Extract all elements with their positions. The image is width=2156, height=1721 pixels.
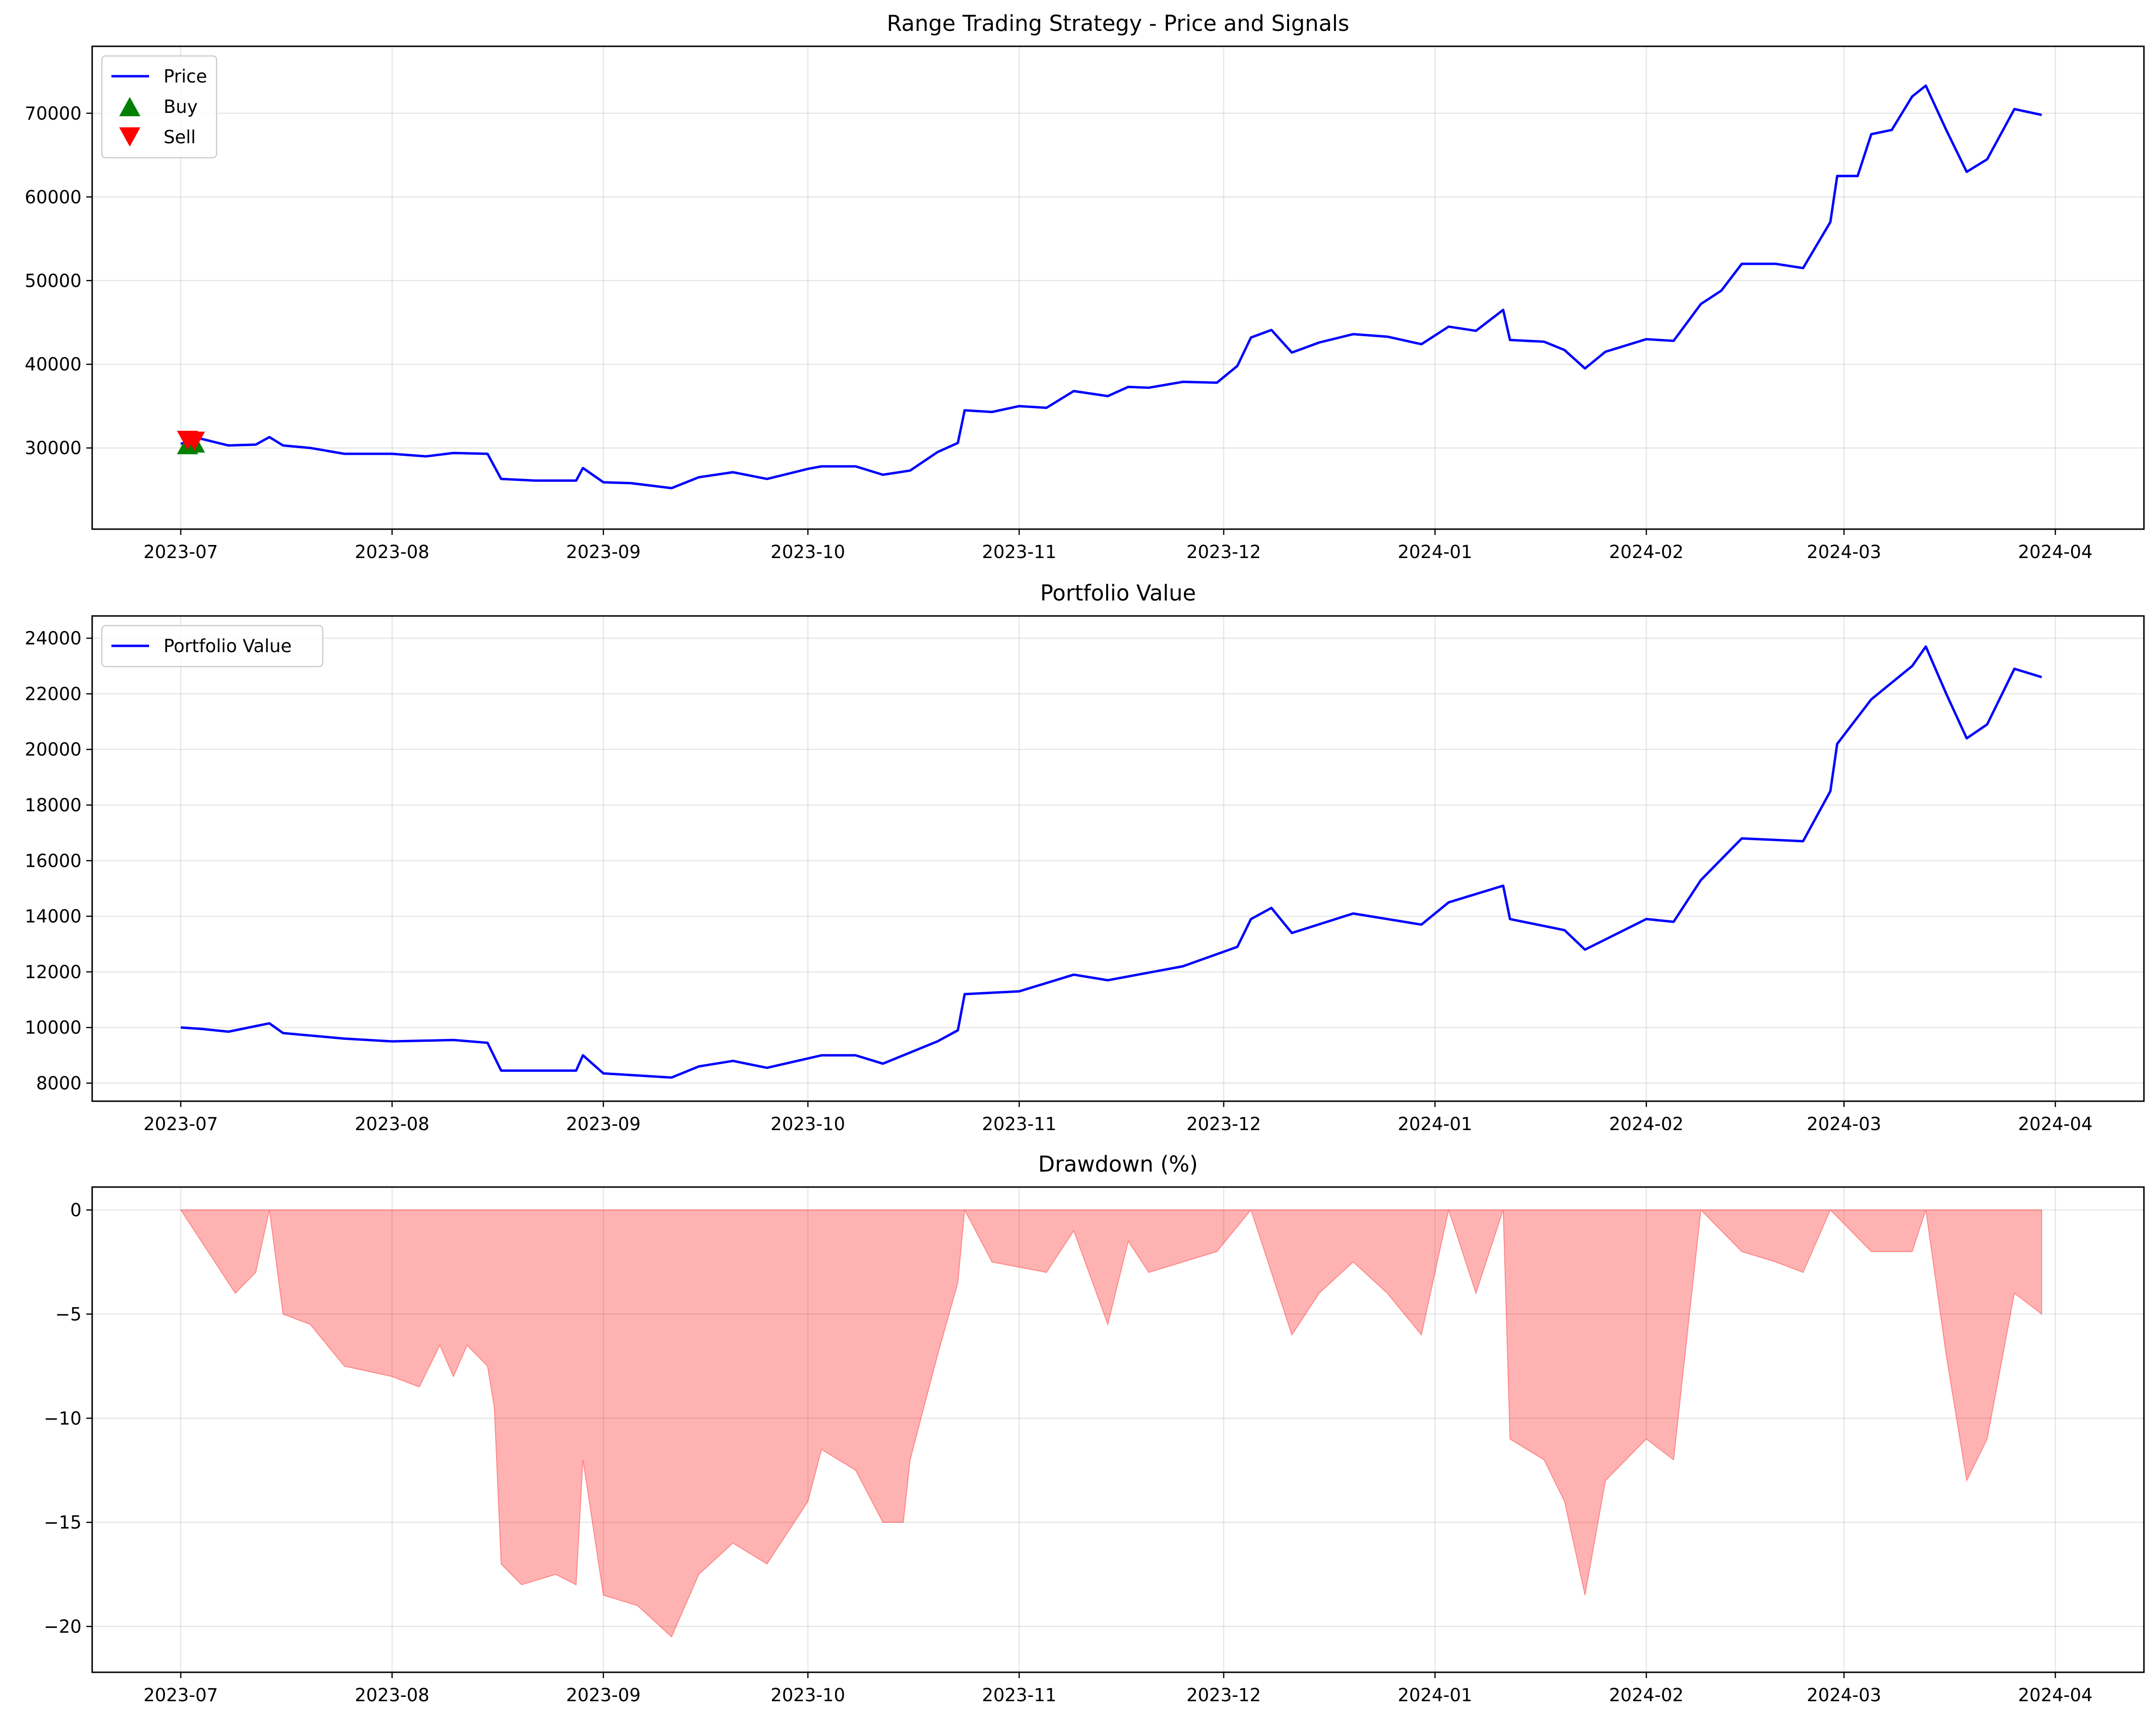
sell-signal-marker xyxy=(183,431,205,451)
y-tick-label: −15 xyxy=(44,1512,82,1533)
y-tick-label: −20 xyxy=(44,1616,82,1637)
x-tick-label: 2024-02 xyxy=(1609,1114,1684,1134)
axes-frame xyxy=(91,1186,2145,1673)
x-tick-label: 2023-11 xyxy=(982,1685,1057,1706)
y-tick-label: 8000 xyxy=(36,1073,82,1094)
x-tick-label: 2024-02 xyxy=(1609,542,1684,562)
grid-lines xyxy=(92,46,2144,529)
y-tick-label: 10000 xyxy=(25,1017,82,1038)
plot-area xyxy=(179,1208,2043,1638)
x-tick-label: 2024-04 xyxy=(2018,542,2093,562)
legend-box xyxy=(101,625,324,668)
x-tick-label: 2023-08 xyxy=(355,1685,429,1706)
x-tick-label: 2024-01 xyxy=(1398,1114,1472,1134)
grid-lines xyxy=(92,616,2144,1101)
plot-area xyxy=(177,84,2042,490)
y-tick-label: −10 xyxy=(44,1408,82,1429)
portfolio-value-panel: Portfolio Value 2023-07 2023-08 2023-09 202… xyxy=(25,580,2145,1134)
y-tick-label: 18000 xyxy=(25,795,82,816)
x-tick-label: 2023-10 xyxy=(770,1685,845,1706)
y-tick-label: 30000 xyxy=(25,438,82,459)
y-tick-label: 0 xyxy=(70,1200,82,1220)
y-tick-label: 22000 xyxy=(25,683,82,704)
price-line xyxy=(180,84,2042,490)
axes-frame xyxy=(91,45,2145,530)
x-tick-label: 2023-10 xyxy=(770,542,845,562)
x-tick-label: 2024-03 xyxy=(1807,542,1881,562)
x-tick-label: 2023-08 xyxy=(355,1114,429,1134)
y-tick-label: 24000 xyxy=(25,628,82,649)
x-tick-label: 2023-10 xyxy=(770,1114,845,1134)
chart-title: Range Trading Strategy - Price and Signa… xyxy=(887,11,1349,36)
x-tick-label: 2023-11 xyxy=(982,542,1057,562)
axes-frame xyxy=(91,615,2145,1102)
y-tick-label: 20000 xyxy=(25,739,82,760)
legend: Portfolio Value xyxy=(101,625,324,668)
x-tick-label: 2023-09 xyxy=(566,542,641,562)
y-tick-label: 50000 xyxy=(25,271,82,291)
legend: Price Buy Sell xyxy=(101,55,218,159)
axis-ticks: 2023-07 2023-08 2023-09 2023-10 2023-11 2023-… xyxy=(25,103,2092,562)
x-tick-label: 2023-08 xyxy=(355,542,429,562)
price-signals-panel: Range Trading Strategy - Price and Signa… xyxy=(25,11,2145,562)
x-tick-label: 2023-12 xyxy=(1186,1685,1261,1706)
x-tick-label: 2024-01 xyxy=(1398,542,1472,562)
drawdown-area xyxy=(179,1208,2043,1638)
y-tick-label: 14000 xyxy=(25,906,82,927)
x-tick-label: 2024-03 xyxy=(1807,1685,1881,1706)
x-tick-label: 2024-03 xyxy=(1807,1114,1881,1134)
legend-label: Price xyxy=(164,66,207,87)
axis-ticks: 2023-07 2023-08 2023-09 2023-10 2023-11 2023-… xyxy=(25,628,2092,1134)
plot-area xyxy=(180,645,2042,1079)
x-tick-label: 2023-07 xyxy=(143,1114,218,1134)
y-tick-label: 12000 xyxy=(25,962,82,983)
axis-ticks: 2023-07 2023-08 2023-09 2023-10 2023-11 2023-… xyxy=(44,1200,2093,1706)
x-tick-label: 2023-11 xyxy=(982,1114,1057,1134)
legend-marker xyxy=(119,127,140,147)
y-tick-label: 16000 xyxy=(25,850,82,871)
y-tick-label: 70000 xyxy=(25,103,82,124)
drawdown-panel: Drawdown (%) 2023-07 2023-08 2023-09 2023-1… xyxy=(44,1151,2145,1706)
chart-title: Drawdown (%) xyxy=(1038,1151,1198,1177)
x-tick-label: 2023-07 xyxy=(143,542,218,562)
legend-marker xyxy=(119,97,140,116)
x-tick-label: 2023-09 xyxy=(566,1114,641,1134)
legend-label: Buy xyxy=(164,96,198,117)
x-tick-label: 2023-07 xyxy=(143,1685,218,1706)
y-tick-label: 40000 xyxy=(25,354,82,375)
grid-lines xyxy=(92,1187,2144,1672)
x-tick-label: 2024-04 xyxy=(2018,1685,2093,1706)
x-tick-label: 2024-02 xyxy=(1609,1685,1684,1706)
legend-label: Sell xyxy=(164,127,196,148)
chart-title: Portfolio Value xyxy=(1040,580,1196,606)
x-tick-label: 2024-04 xyxy=(2018,1114,2093,1134)
y-tick-label: 60000 xyxy=(25,187,82,207)
x-tick-label: 2023-12 xyxy=(1186,542,1261,562)
legend-label: Portfolio Value xyxy=(164,636,292,656)
x-tick-label: 2023-12 xyxy=(1186,1114,1261,1134)
x-tick-label: 2024-01 xyxy=(1398,1685,1472,1706)
x-tick-label: 2023-09 xyxy=(566,1685,641,1706)
y-tick-label: −5 xyxy=(55,1304,82,1325)
portfolio-value-line xyxy=(180,645,2042,1079)
